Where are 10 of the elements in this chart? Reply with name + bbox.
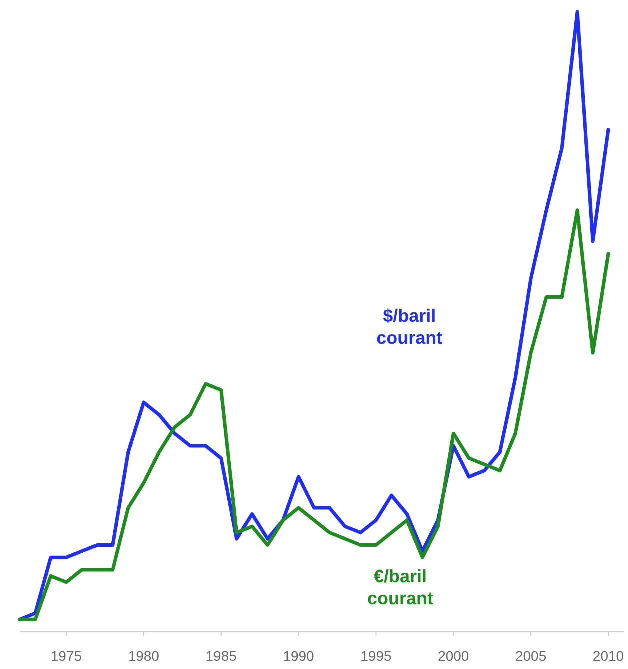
x-tick-label: 1990	[283, 648, 315, 664]
x-tick-label: 1985	[206, 648, 238, 664]
x-tick-label: 1995	[360, 648, 392, 664]
x-tick-label: 2010	[592, 648, 624, 664]
text: $/baril courant	[376, 306, 443, 348]
x-tick-label: 2005	[516, 648, 547, 664]
x-tick-label: 1975	[50, 648, 82, 664]
x-tick-label: 1980	[128, 648, 160, 664]
x-tick-label: 2000	[438, 648, 470, 664]
series-label: €/baril courant	[368, 566, 434, 608]
